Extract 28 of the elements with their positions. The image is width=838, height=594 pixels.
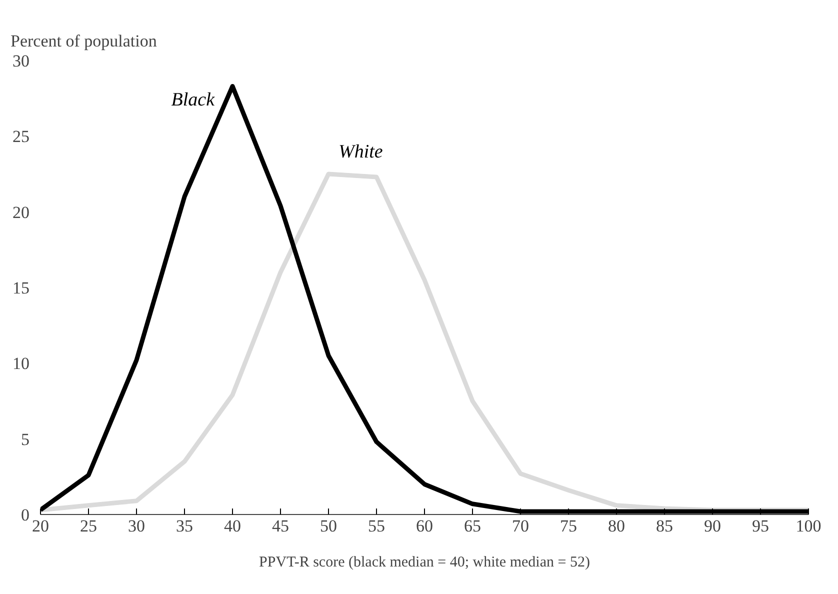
x-tick-label: 100 (796, 516, 822, 536)
x-tick-label: 85 (656, 516, 673, 536)
x-tick-label: 70 (512, 516, 529, 536)
x-axis-title: PPVT-R score (black median = 40; white median = 52) (259, 554, 590, 570)
y-tick-label: 0 (21, 506, 30, 524)
series-label: Black (171, 90, 216, 111)
y-tick-label: 5 (21, 430, 30, 449)
y-tick-label: 25 (12, 127, 30, 146)
x-tick-label: 65 (464, 516, 481, 536)
x-tick-label: 40 (224, 516, 241, 536)
x-tick-label: 30 (128, 516, 145, 536)
y-tick-label: 15 (12, 278, 30, 298)
y-tick-label: 30 (12, 52, 30, 70)
y-tick-label: 10 (12, 354, 30, 374)
x-tick-label: 95 (752, 516, 769, 536)
x-tick-label: 75 (560, 516, 577, 536)
x-tick-label: 80 (608, 516, 625, 536)
line-series (40, 84, 808, 514)
x-tick-label: 60 (416, 516, 433, 536)
series-label: White (338, 142, 383, 162)
y-tick-label: 20 (12, 202, 30, 222)
y-axis-title: Percent of population (10, 32, 158, 50)
x-tick-label: 45 (272, 516, 289, 536)
x-tick-label: 35 (176, 516, 193, 536)
x-tick-label: 50 (320, 516, 337, 536)
x-tick-label: 55 (368, 516, 385, 536)
x-tick-label: 90 (704, 516, 721, 536)
x-tick-label: 25 (80, 516, 97, 536)
